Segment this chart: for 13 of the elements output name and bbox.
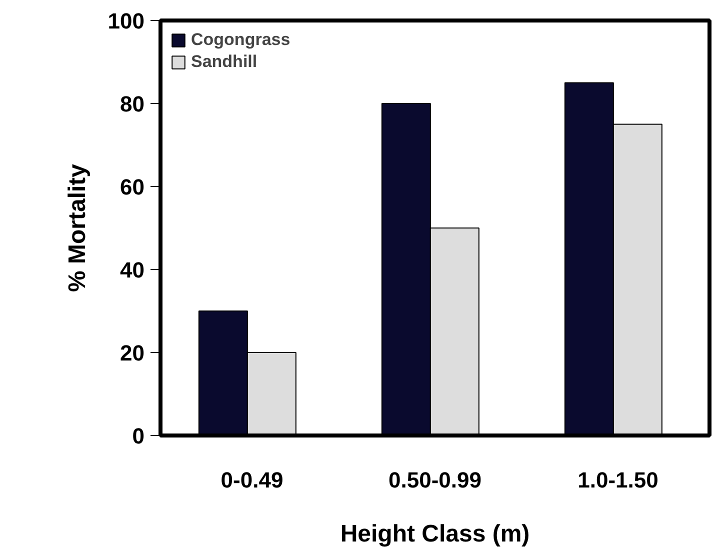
x-tick-label: 1.0-1.50 (578, 468, 658, 492)
y-tick-label: 20 (120, 340, 145, 366)
y-tick-label: 0 (132, 424, 145, 448)
y-axis-title: % Mortality (64, 163, 91, 292)
x-axis-title: Height Class (m) (340, 520, 530, 548)
legend-label: Sandhill (191, 52, 258, 72)
y-tick-label: 80 (120, 92, 145, 116)
y-tick-label: 100 (108, 8, 145, 34)
y-tick-label: 60 (120, 174, 145, 200)
x-tick-label: 0-0.49 (220, 468, 284, 492)
legend-label: Cogongrass (191, 30, 290, 50)
y-tick-label: 40 (120, 258, 145, 282)
x-tick-label: 0.50-0.99 (388, 468, 482, 492)
